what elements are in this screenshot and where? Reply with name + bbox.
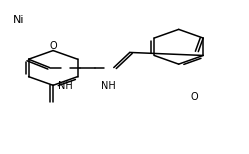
Text: NH: NH — [101, 81, 116, 91]
Text: Ni: Ni — [13, 14, 24, 24]
Text: O: O — [49, 41, 57, 51]
Text: NH: NH — [58, 81, 73, 91]
Text: O: O — [191, 92, 198, 102]
